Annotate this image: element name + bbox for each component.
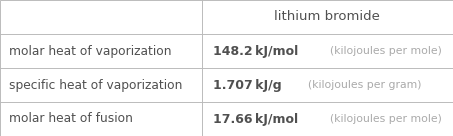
Text: 17.66 kJ/mol: 17.66 kJ/mol <box>213 112 298 126</box>
Text: (kilojoules per gram): (kilojoules per gram) <box>301 80 422 90</box>
Text: molar heat of fusion: molar heat of fusion <box>9 112 133 126</box>
Text: lithium bromide: lithium bromide <box>275 10 380 24</box>
Text: 148.2 kJ/mol: 148.2 kJ/mol <box>213 44 298 58</box>
Text: (kilojoules per mole): (kilojoules per mole) <box>323 46 442 56</box>
Text: specific heat of vaporization: specific heat of vaporization <box>9 78 183 92</box>
Text: 1.707 kJ/g: 1.707 kJ/g <box>213 78 281 92</box>
Text: (kilojoules per mole): (kilojoules per mole) <box>323 114 442 124</box>
Text: molar heat of vaporization: molar heat of vaporization <box>9 44 172 58</box>
